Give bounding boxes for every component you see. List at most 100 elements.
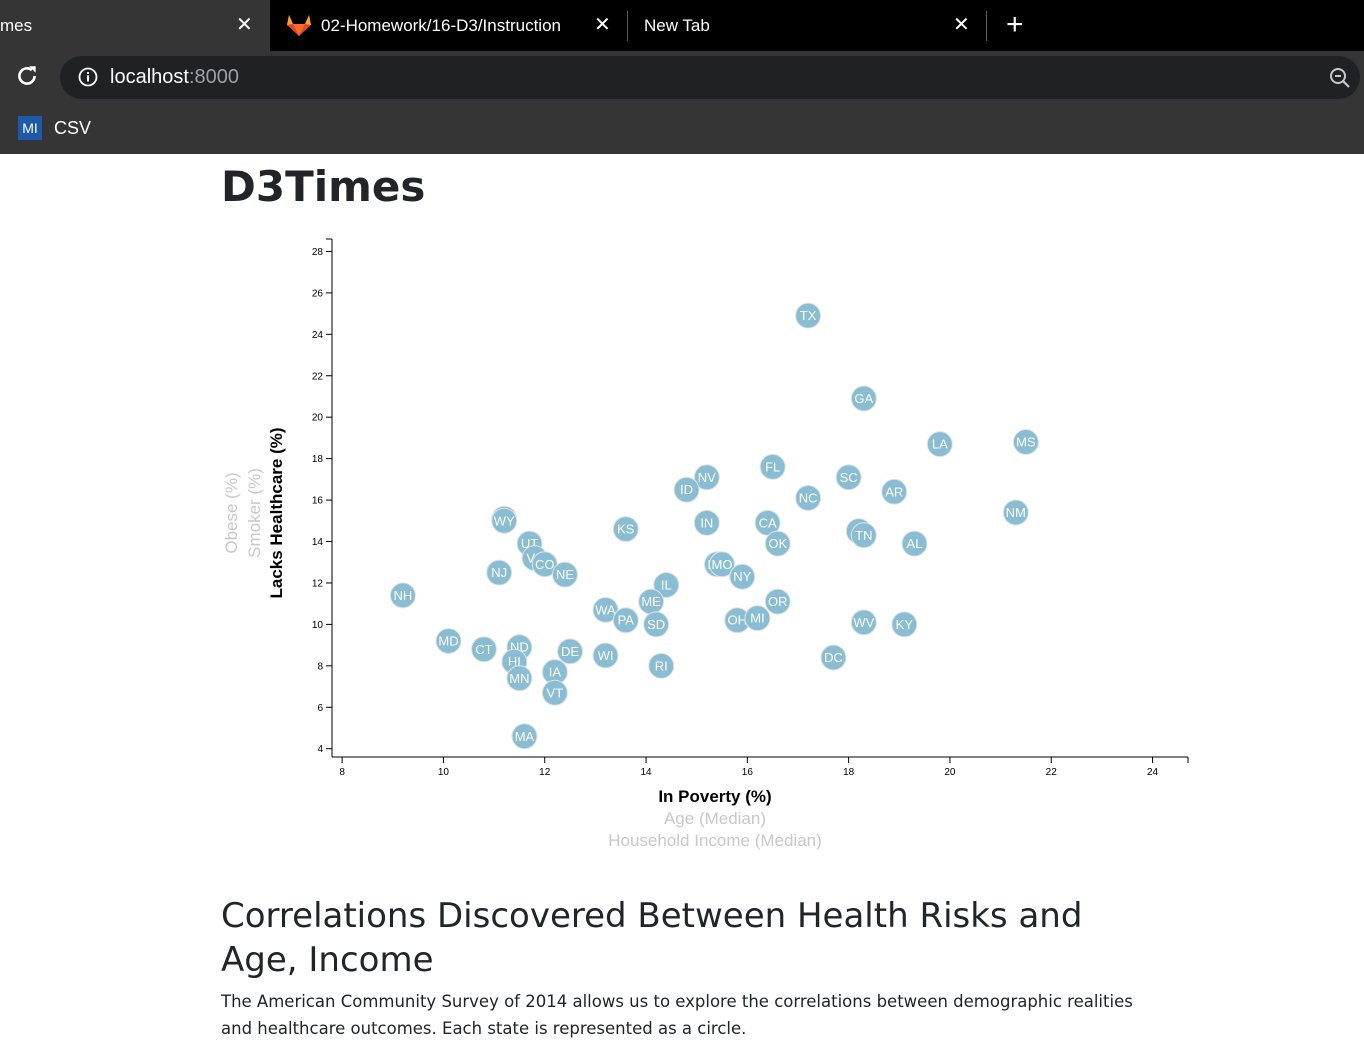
state-circle[interactable] <box>709 551 736 578</box>
y-axis-label-option[interactable]: Lacks Healthcare (%) <box>267 427 286 598</box>
state-abbr-label: MN <box>509 671 529 686</box>
tab-separator <box>627 11 628 41</box>
state-circle[interactable] <box>835 464 862 491</box>
y-axis-label-option[interactable]: Smoker (%) <box>245 468 264 558</box>
tab-gitlab-instructions[interactable]: 02-Homework/16-D3/Instruction ✕ <box>270 0 626 51</box>
state-abbr-label: NV <box>698 470 716 485</box>
state-circle[interactable] <box>901 530 928 557</box>
y-tick-label: 20 <box>312 413 324 424</box>
zoom-icon[interactable] <box>1328 66 1352 90</box>
state-circle[interactable] <box>541 679 568 706</box>
url-text[interactable]: localhost:8000 <box>110 66 239 89</box>
state-abbr-label: DC <box>824 650 843 665</box>
state-circle[interactable] <box>470 636 497 663</box>
x-tick-label: 10 <box>438 767 450 778</box>
state-circle[interactable] <box>648 652 675 679</box>
state-circle[interactable] <box>673 476 700 503</box>
state-abbr-label: OH <box>727 613 747 628</box>
bookmarks-bar: MI CSV <box>0 106 1364 154</box>
state-circle[interactable] <box>795 485 822 511</box>
state-abbr-label: CA <box>759 515 777 530</box>
y-tick-label: 10 <box>312 620 324 631</box>
state-abbr-label: MS <box>1016 435 1036 450</box>
state-circle[interactable] <box>764 530 791 557</box>
state-circle[interactable] <box>389 582 416 609</box>
state-abbr-label: VT <box>547 685 564 700</box>
x-tick-label: 14 <box>640 767 652 778</box>
state-circle[interactable] <box>486 559 513 586</box>
x-axis-label-option[interactable]: Household Income (Median) <box>608 831 822 850</box>
state-abbr-label: WY <box>494 513 515 528</box>
state-abbr-label: FL <box>765 459 780 474</box>
y-tick-label: 28 <box>312 247 324 258</box>
state-abbr-label: WV <box>853 615 874 630</box>
state-abbr-label: IN <box>700 515 713 530</box>
state-circle[interactable] <box>850 522 877 549</box>
x-axis-label-option[interactable]: Age (Median) <box>664 809 766 828</box>
bookmark-csv[interactable]: MI CSV <box>18 116 91 140</box>
state-abbr-label: TN <box>855 528 872 543</box>
state-circle[interactable] <box>1012 429 1039 456</box>
state-abbr-label: MD <box>438 633 458 648</box>
state-abbr-label: OK <box>768 536 787 551</box>
state-abbr-label: TX <box>800 308 817 323</box>
y-tick-label: 14 <box>312 537 324 548</box>
tab-new-tab[interactable]: New Tab ✕ <box>628 0 986 51</box>
x-tick-label: 24 <box>1147 767 1159 778</box>
state-circle[interactable] <box>643 611 670 638</box>
state-circle[interactable] <box>653 572 680 599</box>
bookmark-favicon-icon: MI <box>18 116 42 140</box>
y-tick-label: 12 <box>312 578 324 589</box>
x-axis-label-option[interactable]: In Poverty (%) <box>658 787 771 806</box>
state-circle[interactable] <box>612 607 639 634</box>
state-circle[interactable] <box>1002 499 1029 526</box>
state-circle[interactable] <box>612 516 639 543</box>
state-abbr-label: WA <box>595 602 616 617</box>
y-tick-label: 16 <box>312 496 324 507</box>
reload-icon[interactable] <box>14 63 40 89</box>
state-circle[interactable] <box>759 453 786 480</box>
article-heading: Correlations Discovered Between Health R… <box>221 896 1083 980</box>
state-circle[interactable] <box>693 464 720 491</box>
state-abbr-label: OR <box>768 594 788 609</box>
state-circle[interactable] <box>881 478 908 505</box>
close-tab-icon[interactable]: ✕ <box>236 14 253 36</box>
state-abbr-label: SD <box>647 617 665 632</box>
x-tick-label: 16 <box>742 767 754 778</box>
state-circle[interactable] <box>744 605 771 632</box>
state-circle[interactable] <box>820 644 847 671</box>
state-abbr-label: IL <box>661 578 672 593</box>
y-tick-label: 26 <box>312 288 324 299</box>
y-axis-label-option[interactable]: Obese (%) <box>222 472 241 553</box>
site-info-icon[interactable] <box>78 67 98 87</box>
url-port: :8000 <box>188 66 239 88</box>
x-tick-label: 18 <box>843 767 855 778</box>
x-tick-label: 22 <box>1046 767 1058 778</box>
state-circle[interactable] <box>926 431 953 458</box>
state-circle[interactable] <box>491 507 518 534</box>
state-circle[interactable] <box>511 723 538 750</box>
new-tab-button[interactable]: + <box>1006 8 1024 41</box>
state-circle[interactable] <box>506 665 533 692</box>
url-host: localhost <box>110 66 189 88</box>
close-tab-icon[interactable]: ✕ <box>594 14 611 36</box>
state-circle[interactable] <box>592 642 619 669</box>
state-circle[interactable] <box>435 627 462 654</box>
state-circle[interactable] <box>764 588 791 615</box>
state-circle[interactable] <box>729 563 756 590</box>
state-circle[interactable] <box>557 638 584 665</box>
state-circle[interactable] <box>850 385 877 412</box>
state-circle[interactable] <box>795 302 822 329</box>
y-tick-label: 6 <box>317 703 323 714</box>
state-circle[interactable] <box>891 611 918 638</box>
state-circle[interactable] <box>850 609 877 636</box>
address-bar[interactable]: localhost:8000 <box>60 56 1360 99</box>
state-abbr-label: DE <box>561 644 579 659</box>
close-tab-icon[interactable]: ✕ <box>953 14 970 36</box>
state-circle[interactable] <box>754 509 781 536</box>
state-circle[interactable] <box>551 561 578 588</box>
tab-d3times[interactable]: mes ✕ <box>0 0 270 51</box>
state-abbr-label: GA <box>854 391 873 406</box>
state-circle[interactable] <box>693 509 720 536</box>
gitlab-fox-icon <box>287 15 311 36</box>
